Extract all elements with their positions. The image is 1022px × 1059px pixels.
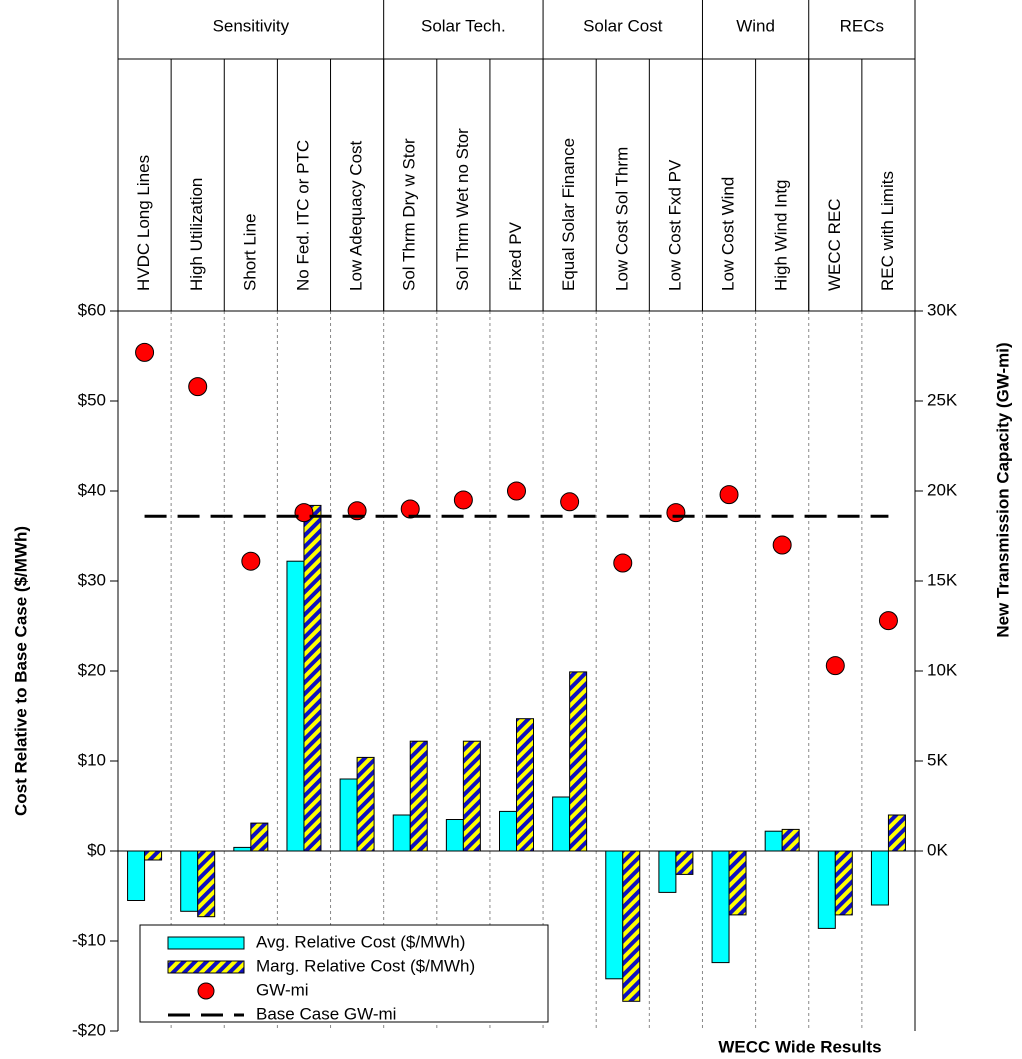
bar bbox=[462, 740, 481, 852]
bar bbox=[180, 850, 199, 912]
dot bbox=[772, 535, 792, 555]
bar bbox=[445, 819, 464, 852]
dot bbox=[719, 485, 739, 505]
bar bbox=[356, 756, 375, 852]
legend-label: Base Case GW-mi bbox=[256, 1004, 396, 1023]
bar bbox=[658, 850, 677, 893]
legend-swatch bbox=[167, 936, 245, 950]
bar bbox=[870, 850, 889, 906]
y-tick-label: -$20 bbox=[72, 1020, 106, 1039]
bar bbox=[764, 830, 783, 852]
group-label: RECs bbox=[840, 16, 884, 35]
y-tick-label: $40 bbox=[78, 480, 106, 499]
bar bbox=[197, 850, 216, 918]
bar bbox=[711, 850, 730, 964]
bar bbox=[569, 671, 588, 852]
dot bbox=[878, 611, 898, 631]
category-label: WECC REC bbox=[825, 198, 844, 291]
category-label: Low Cost Sol Thrm bbox=[612, 147, 631, 291]
y2-tick-label: 5K bbox=[927, 750, 948, 769]
category-label: High Wind Intg bbox=[772, 180, 791, 292]
category-label: No Fed. ITC or PTC bbox=[293, 140, 312, 291]
dot bbox=[560, 492, 580, 512]
bar bbox=[144, 850, 163, 861]
y2-tick-label: 20K bbox=[927, 480, 958, 499]
dot bbox=[507, 481, 526, 501]
y2-tick-label: 30K bbox=[927, 300, 958, 319]
y-tick-label: $50 bbox=[78, 390, 106, 409]
y-tick-label: $20 bbox=[78, 660, 106, 679]
bar bbox=[834, 850, 853, 916]
category-label: Sol Thrm Dry w Stor bbox=[400, 138, 419, 291]
dot bbox=[825, 656, 845, 676]
category-label: Low Cost Wind bbox=[719, 177, 738, 291]
bar bbox=[233, 846, 252, 852]
dot bbox=[135, 342, 155, 362]
bar bbox=[675, 850, 694, 875]
bar bbox=[286, 560, 305, 852]
bar bbox=[781, 828, 800, 852]
y-axis-label: Cost Relative to Base Case ($/MWh) bbox=[11, 526, 30, 816]
legend-label: Avg. Relative Cost ($/MWh) bbox=[256, 932, 465, 951]
dot bbox=[241, 551, 261, 571]
x-axis-label: WECC Wide Results bbox=[718, 1037, 881, 1056]
category-label: Sol Thrm Wet no Stor bbox=[453, 128, 472, 291]
y2-tick-label: 25K bbox=[927, 390, 958, 409]
dot bbox=[613, 553, 633, 573]
category-label: High Utilization bbox=[187, 178, 206, 291]
dot bbox=[188, 377, 208, 397]
category-label: REC with Limits bbox=[878, 171, 897, 291]
bar bbox=[250, 822, 269, 852]
bar bbox=[303, 504, 322, 852]
dot bbox=[400, 499, 420, 519]
y2-tick-label: 0K bbox=[927, 840, 948, 859]
bar bbox=[409, 740, 428, 852]
category-label: Short Line bbox=[240, 214, 259, 292]
dot bbox=[666, 503, 686, 523]
bar bbox=[516, 718, 534, 852]
legend-label: Marg. Relative Cost ($/MWh) bbox=[256, 956, 475, 975]
y2-tick-label: 10K bbox=[927, 660, 958, 679]
category-label: HVDC Long Lines bbox=[134, 155, 153, 291]
legend: Avg. Relative Cost ($/MWh) Marg. Relative… bbox=[139, 924, 549, 1023]
bar bbox=[728, 850, 747, 916]
legend-swatch bbox=[167, 960, 245, 974]
y-tick-label: -$10 bbox=[72, 930, 106, 949]
category-label: Equal Solar Finance bbox=[559, 138, 578, 291]
category-label: Low Adequacy Cost bbox=[347, 140, 366, 291]
category-label: Fixed PV bbox=[506, 221, 525, 291]
y2-tick-label: 15K bbox=[927, 570, 958, 589]
bar bbox=[392, 814, 411, 852]
group-label: Solar Cost bbox=[583, 16, 663, 35]
category-label: Low Cost Fxd PV bbox=[665, 159, 684, 291]
legend-label: GW-mi bbox=[256, 980, 309, 999]
dot bbox=[294, 503, 314, 523]
bar bbox=[127, 850, 146, 901]
y2-axis-label: New Transmission Capacity (GW-mi) bbox=[993, 342, 1012, 637]
y-tick-label: $10 bbox=[78, 750, 106, 769]
bar bbox=[887, 814, 906, 852]
bar bbox=[622, 850, 641, 1002]
bar bbox=[499, 810, 517, 852]
group-label: Sensitivity bbox=[213, 16, 290, 35]
bar bbox=[339, 778, 358, 852]
y-tick-label: $0 bbox=[87, 840, 106, 859]
bar bbox=[552, 796, 571, 852]
y-tick-label: $60 bbox=[78, 300, 106, 319]
group-label: Solar Tech. bbox=[421, 16, 506, 35]
bar bbox=[605, 850, 624, 980]
bar bbox=[817, 850, 836, 929]
dot bbox=[453, 490, 473, 510]
y-tick-label: $30 bbox=[78, 570, 106, 589]
group-label: Wind bbox=[736, 16, 775, 35]
legend-swatch bbox=[197, 982, 215, 1000]
